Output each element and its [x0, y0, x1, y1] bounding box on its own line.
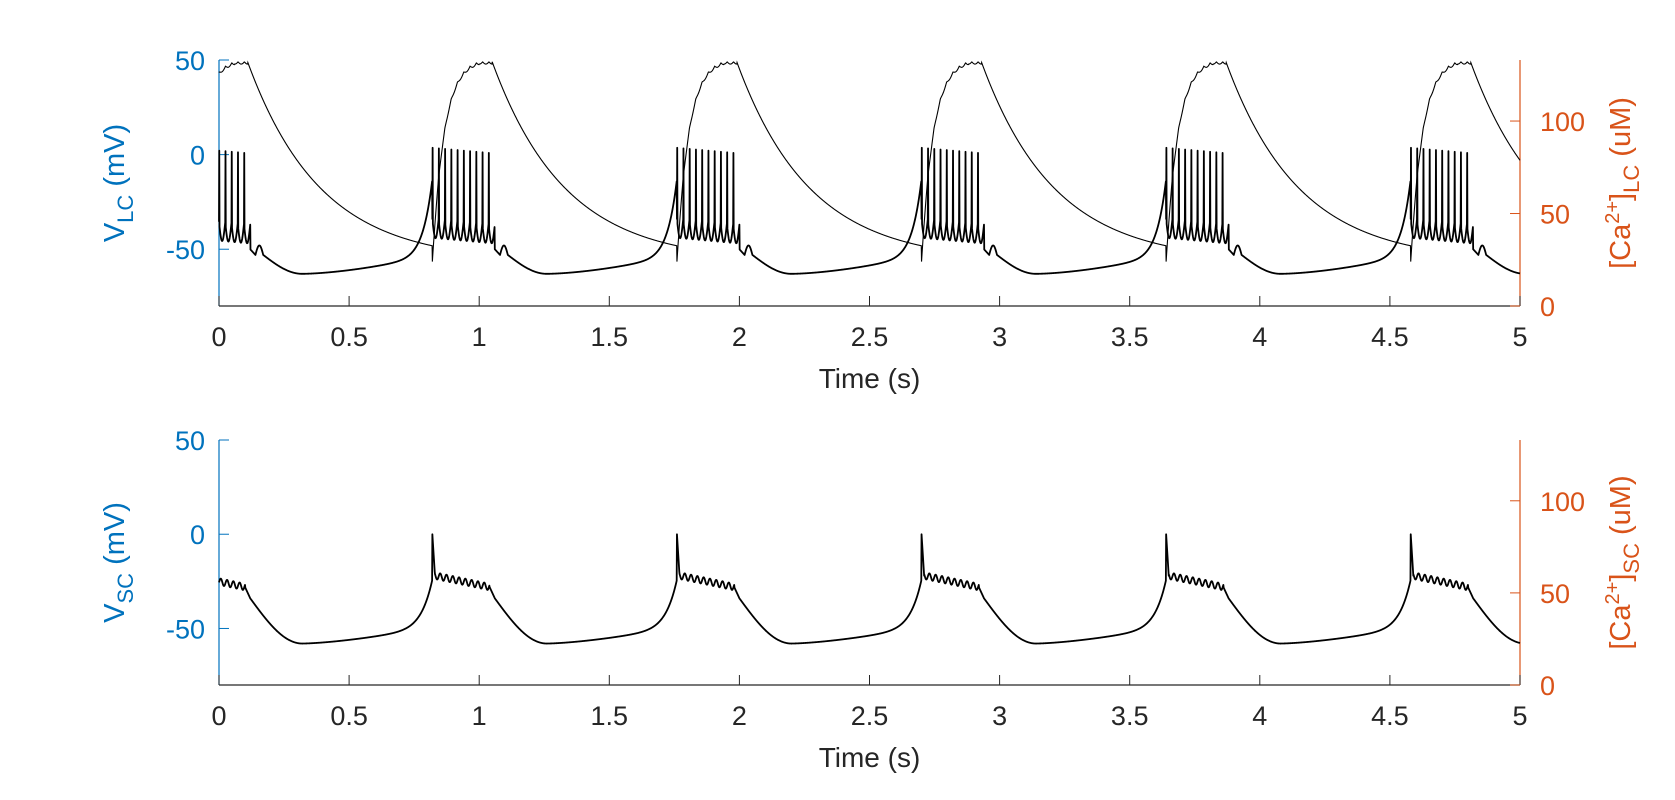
x-axis-label: Time (s)	[819, 742, 921, 773]
top-panel: 0 0.5 1 1.5 2 2.5 3 3.5 4 4.5 5 Time (s) 50 0 -50 100 50…	[99, 46, 1644, 394]
left-y-tick-label: 50	[175, 426, 205, 456]
right-y-tick-label: 0	[1540, 292, 1555, 322]
x-tick-label: 2.5	[851, 322, 889, 352]
x-tick-label: 0.5	[330, 701, 368, 731]
x-tick-label: 2	[732, 701, 747, 731]
x-tick-label: 0.5	[330, 322, 368, 352]
x-axis-label: Time (s)	[819, 363, 921, 394]
x-tick-label: 0	[211, 322, 226, 352]
x-tick-label: 2.5	[851, 701, 889, 731]
voltage-trace	[218, 533, 1521, 645]
x-tick-label: 1.5	[591, 322, 629, 352]
right-y-tick-label: 100	[1540, 487, 1585, 517]
left-y-tick-label: 0	[190, 520, 205, 550]
x-tick-label: 1.5	[591, 701, 629, 731]
x-tick-label: 1	[472, 701, 487, 731]
x-tick-label: 3.5	[1111, 322, 1149, 352]
x-tick-label: 5	[1512, 701, 1527, 731]
left-y-tick-label: 0	[190, 141, 205, 171]
x-tick-label: 3	[992, 322, 1007, 352]
voltage-trace	[218, 146, 1521, 275]
left-y-tick-label: -50	[166, 235, 205, 265]
right-y-tick-label: 100	[1540, 107, 1585, 137]
x-tick-label: 4.5	[1371, 701, 1409, 731]
right-y-tick-label: 0	[1540, 671, 1555, 701]
left-y-tick-label: -50	[166, 614, 205, 644]
x-tick-label: 4	[1252, 701, 1267, 731]
right-y-axis-label: [Ca2+]LC (uM)	[1602, 97, 1644, 269]
x-tick-label: 1	[472, 322, 487, 352]
left-y-axis-label: VSC (mV)	[99, 502, 138, 623]
x-tick-label: 4.5	[1371, 322, 1409, 352]
x-tick-label: 5	[1512, 322, 1527, 352]
bottom-panel: 0 0.5 1 1.5 2 2.5 3 3.5 4 4.5 5 Time (s) 50 0 -50 100 50…	[99, 426, 1644, 773]
x-tick-label: 2	[732, 322, 747, 352]
right-y-axis-label: [Ca2+]SC (uM)	[1602, 475, 1644, 649]
x-tick-label: 0	[211, 701, 226, 731]
left-y-tick-label: 50	[175, 46, 205, 76]
calcium-trace	[218, 60, 1521, 262]
x-tick-label: 3	[992, 701, 1007, 731]
right-y-tick-label: 50	[1540, 200, 1570, 230]
x-tick-label: 4	[1252, 322, 1267, 352]
left-y-axis-label: VLC (mV)	[99, 124, 138, 242]
right-y-tick-label: 50	[1540, 579, 1570, 609]
x-tick-label: 3.5	[1111, 701, 1149, 731]
